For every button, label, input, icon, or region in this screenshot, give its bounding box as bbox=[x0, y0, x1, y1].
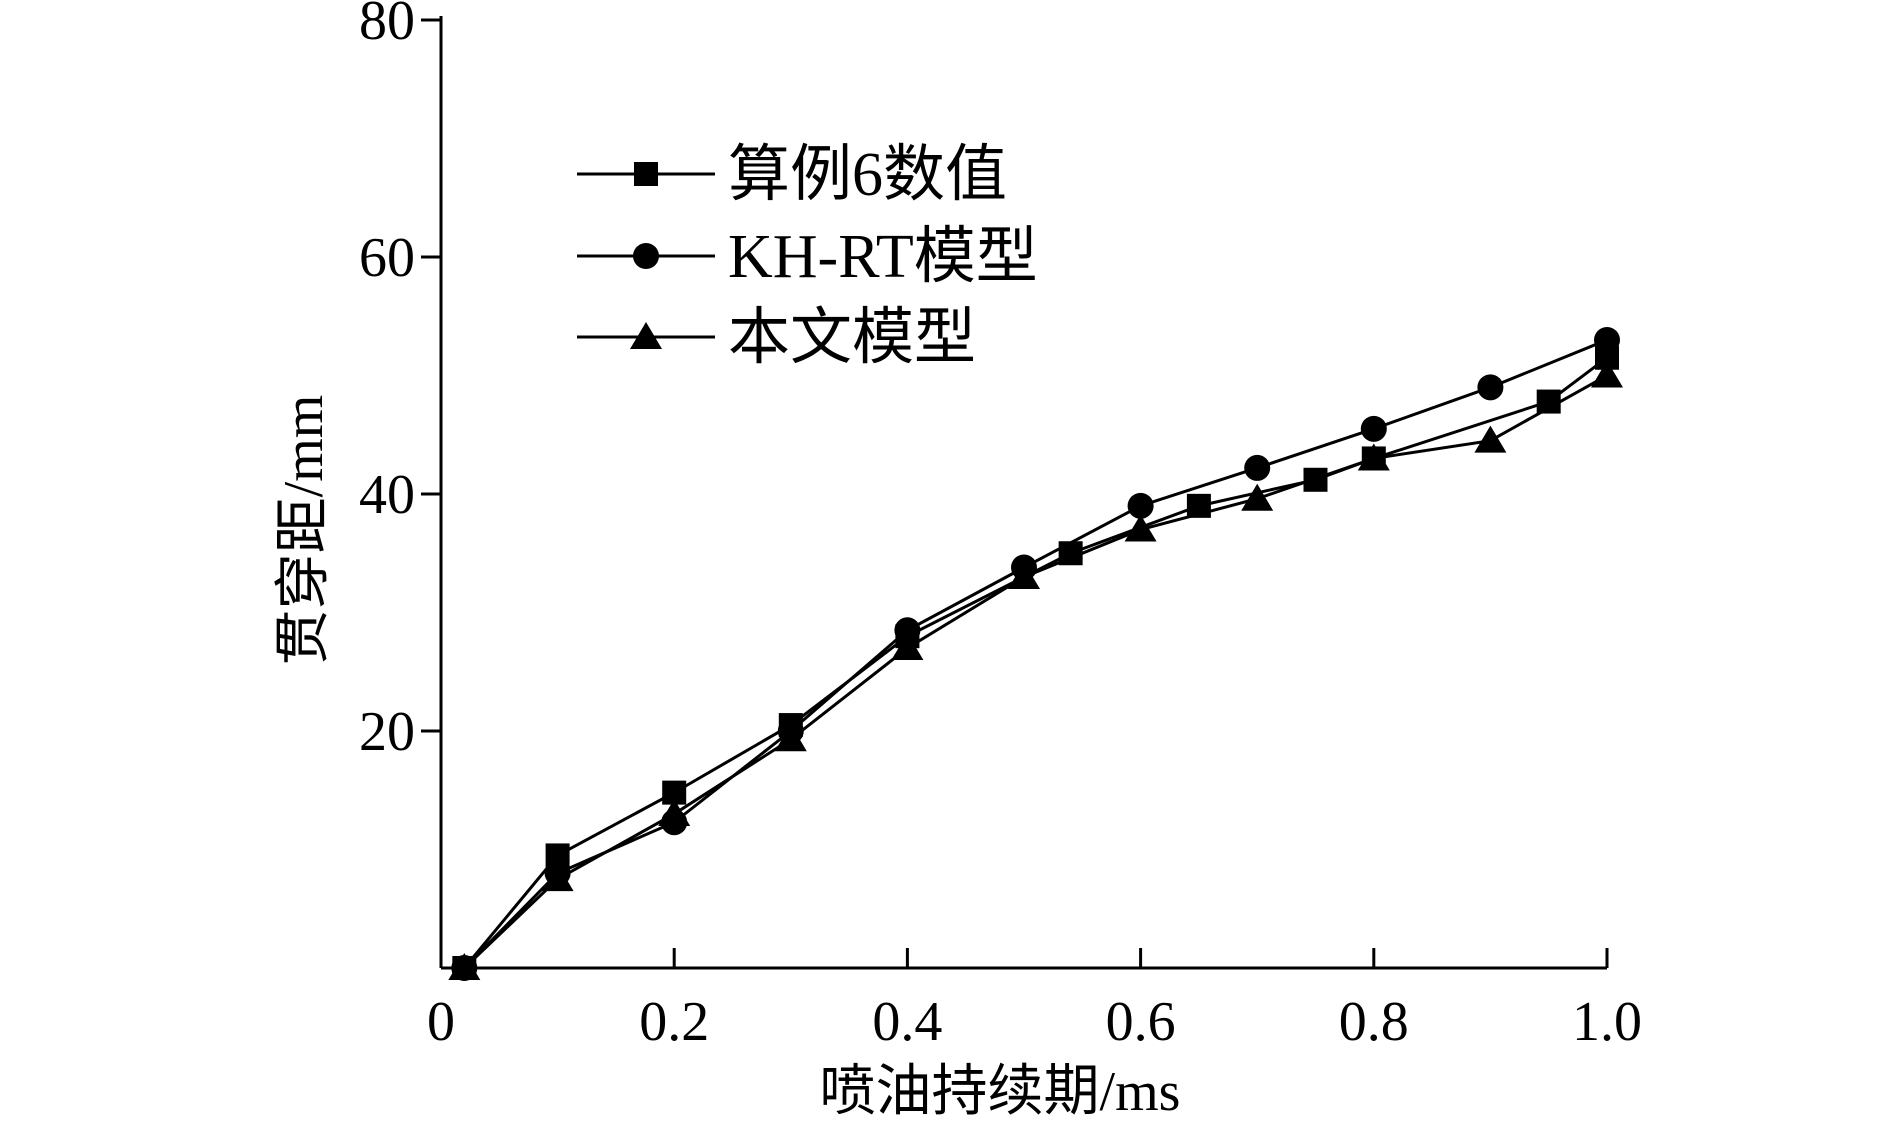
series-circle bbox=[451, 326, 1620, 981]
series-layer bbox=[448, 326, 1623, 981]
data-point-circle bbox=[1244, 454, 1271, 481]
data-point-triangle bbox=[1474, 425, 1507, 453]
x-tick-label: 1.0 bbox=[1572, 991, 1642, 1053]
data-point-circle bbox=[1477, 374, 1504, 401]
data-point-triangle bbox=[658, 798, 691, 826]
x-tick-label: 0.4 bbox=[872, 991, 942, 1053]
data-point-circle bbox=[1594, 326, 1620, 353]
data-point-triangle bbox=[1591, 360, 1623, 388]
series-line-triangle bbox=[463, 374, 1608, 970]
data-point-circle bbox=[1360, 415, 1387, 442]
y-tick-label: 80 bbox=[359, 0, 415, 52]
x-tick-label: 0.8 bbox=[1339, 991, 1409, 1053]
series-line-circle bbox=[463, 338, 1608, 970]
y-tick-label: 20 bbox=[359, 701, 415, 763]
data-point-circle bbox=[894, 617, 921, 644]
axes: 20 40 60 80 0 0.2 0.4 0.6 0.8 1.0 bbox=[359, 0, 1642, 1053]
legend-marker-circle bbox=[633, 243, 659, 269]
data-point-circle bbox=[1127, 492, 1154, 519]
y-tick-label: 40 bbox=[359, 464, 415, 526]
data-point-triangle bbox=[891, 633, 924, 661]
legend-marker-triangle bbox=[630, 322, 662, 349]
legend-label: 算例6数值 bbox=[728, 141, 1007, 209]
x-tick-label: 0.6 bbox=[1106, 991, 1176, 1053]
data-point-triangle bbox=[448, 953, 481, 980]
y-tick-label: 60 bbox=[359, 227, 415, 289]
data-point-square bbox=[1536, 389, 1561, 414]
legend-label: KH-RT模型 bbox=[728, 223, 1038, 291]
data-point-triangle bbox=[774, 724, 807, 752]
x-tick-label: 0 bbox=[427, 991, 455, 1053]
series-triangle bbox=[448, 360, 1623, 980]
legend-item-circle: KH-RT模型 bbox=[577, 223, 1038, 291]
legend-marker-square bbox=[634, 162, 658, 186]
x-tick-label: 0.2 bbox=[639, 991, 709, 1053]
data-point-triangle bbox=[1124, 514, 1157, 542]
data-point-triangle bbox=[1008, 561, 1040, 589]
legend-item-triangle: 本文模型 bbox=[577, 304, 976, 372]
data-point-triangle bbox=[1241, 483, 1274, 511]
series-square bbox=[452, 345, 1619, 980]
data-point-triangle bbox=[541, 864, 574, 892]
y-axis-title: 贯穿距/mm bbox=[273, 395, 335, 666]
legend-label: 本文模型 bbox=[728, 304, 976, 372]
x-axis-title: 喷油持续期/ms bbox=[820, 1061, 1181, 1123]
data-point-triangle bbox=[1357, 443, 1390, 471]
legend-item-square: 算例6数值 bbox=[577, 141, 1007, 209]
